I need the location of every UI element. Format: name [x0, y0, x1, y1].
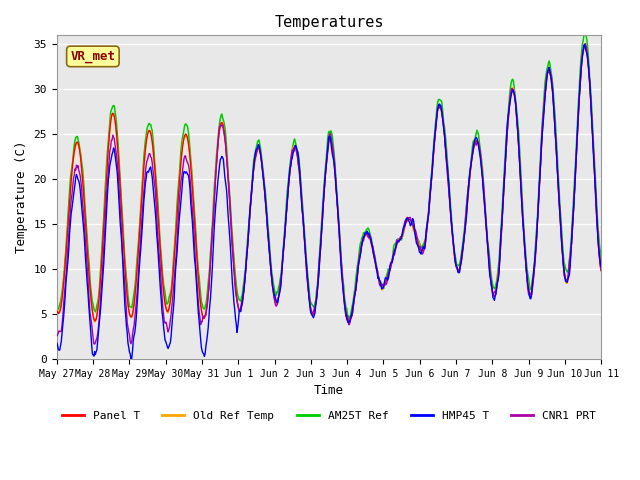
Legend: Panel T, Old Ref Temp, AM25T Ref, HMP45 T, CNR1 PRT: Panel T, Old Ref Temp, AM25T Ref, HMP45 …	[57, 407, 601, 425]
Text: VR_met: VR_met	[70, 50, 115, 63]
Y-axis label: Temperature (C): Temperature (C)	[15, 141, 28, 253]
Title: Temperatures: Temperatures	[275, 15, 384, 30]
X-axis label: Time: Time	[314, 384, 344, 397]
